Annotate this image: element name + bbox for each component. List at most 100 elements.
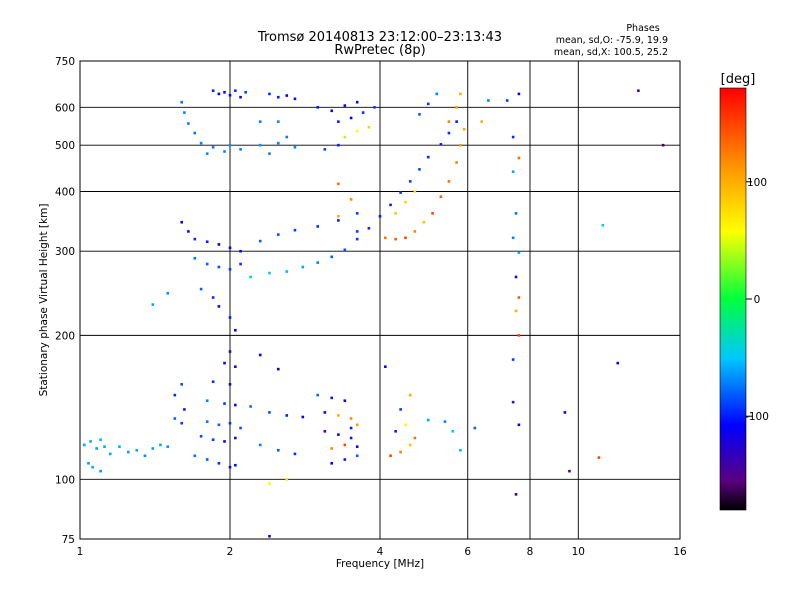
echo-point [343,443,347,447]
echo-point [276,141,280,145]
echo-point [258,353,262,357]
echo-point [616,361,620,365]
echo-point [249,405,252,408]
echo-point [217,92,221,96]
echo-point [239,426,242,430]
echo-point [285,270,289,273]
colorbar-tick-label: -100 [745,411,769,423]
echo-point [413,230,417,233]
legend-x-stats: mean, sd,X: 100.5, 25.2 [554,47,668,58]
echo-point [337,120,340,123]
echo-point [517,92,521,96]
echo-point [343,248,347,252]
echo-point [355,212,359,215]
echo-point [91,465,94,469]
echo-point [239,95,242,99]
x-axis-ticks: 1 2 4 6 8 10 16 [77,546,687,558]
echo-point [404,236,407,240]
echo-point [394,237,397,241]
echo-point [89,440,92,443]
echo-point [173,393,177,397]
echo-point [239,249,242,253]
colorbar: [deg] 100 0 -100 [719,72,769,511]
echo-point [228,93,232,97]
echo-point [455,106,458,109]
echo-point [159,443,162,447]
echo-point [355,230,359,233]
echo-point [135,448,139,452]
echo-point [217,265,221,269]
echo-point [211,89,215,93]
colorbar-gradient [719,87,747,511]
echo-point [258,120,262,123]
echo-point [343,104,347,107]
echo-point [384,365,387,368]
echo-point [349,198,353,201]
echo-point [258,239,262,243]
x-tick-label: 16 [673,546,687,558]
echo-point [330,396,334,400]
echo-point [355,129,359,133]
echo-point [258,443,262,447]
echo-point [451,430,455,433]
echo-point [439,143,443,146]
echo-point [389,203,392,207]
echo-point [337,414,340,417]
echo-point [211,438,215,442]
echo-point [413,190,417,193]
chart-title: Tromsø 20140813 23:12:00–23:13:43 [257,30,502,45]
echo-point [228,383,232,386]
echo-point [337,219,340,222]
echo-point [431,212,434,215]
echo-point [459,143,462,147]
echo-point [384,236,387,240]
echo-point [399,191,402,194]
echo-point [293,145,297,149]
echo-point [217,462,221,465]
echo-point [330,447,334,450]
echo-point [239,262,242,266]
echo-point [514,212,518,215]
echo-point [293,452,297,456]
echo-point [285,477,289,481]
chart-subtitle: RwPretec (8p) [334,43,425,58]
y-tick-label: 600 [55,102,75,114]
echo-point [337,214,340,218]
echo-point [166,445,170,448]
echo-point [462,127,466,131]
echo-point [95,447,98,450]
echo-point [337,433,340,436]
echo-point [408,393,412,397]
echo-point [205,458,209,461]
echo-point [234,436,237,440]
echo-point [601,223,605,227]
y-tick-label: 75 [62,534,75,546]
echo-point [228,421,232,425]
echo-point [234,463,237,467]
echo-point [355,100,359,104]
echo-point [459,448,462,452]
echo-point [211,296,215,299]
echo-point [511,170,515,174]
echo-point [343,458,347,461]
echo-point [480,120,484,123]
y-axis-label: Stationary phase Virtual Height [km] [38,204,50,397]
echo-point [166,291,170,295]
echo-point [330,109,334,113]
echo-point [426,418,430,422]
echo-point [343,135,347,139]
echo-point [223,440,226,443]
echo-point [568,469,571,473]
echo-point [367,125,371,129]
echo-point [422,220,426,224]
echo-point [268,534,271,538]
echo-point [205,262,209,266]
echo-point [285,135,289,139]
echo-point [316,225,320,228]
echo-point [99,438,102,442]
echo-point [199,287,203,291]
echo-point [193,454,197,458]
echo-point [447,131,451,135]
echo-point [435,92,439,96]
echo-point [234,89,237,93]
